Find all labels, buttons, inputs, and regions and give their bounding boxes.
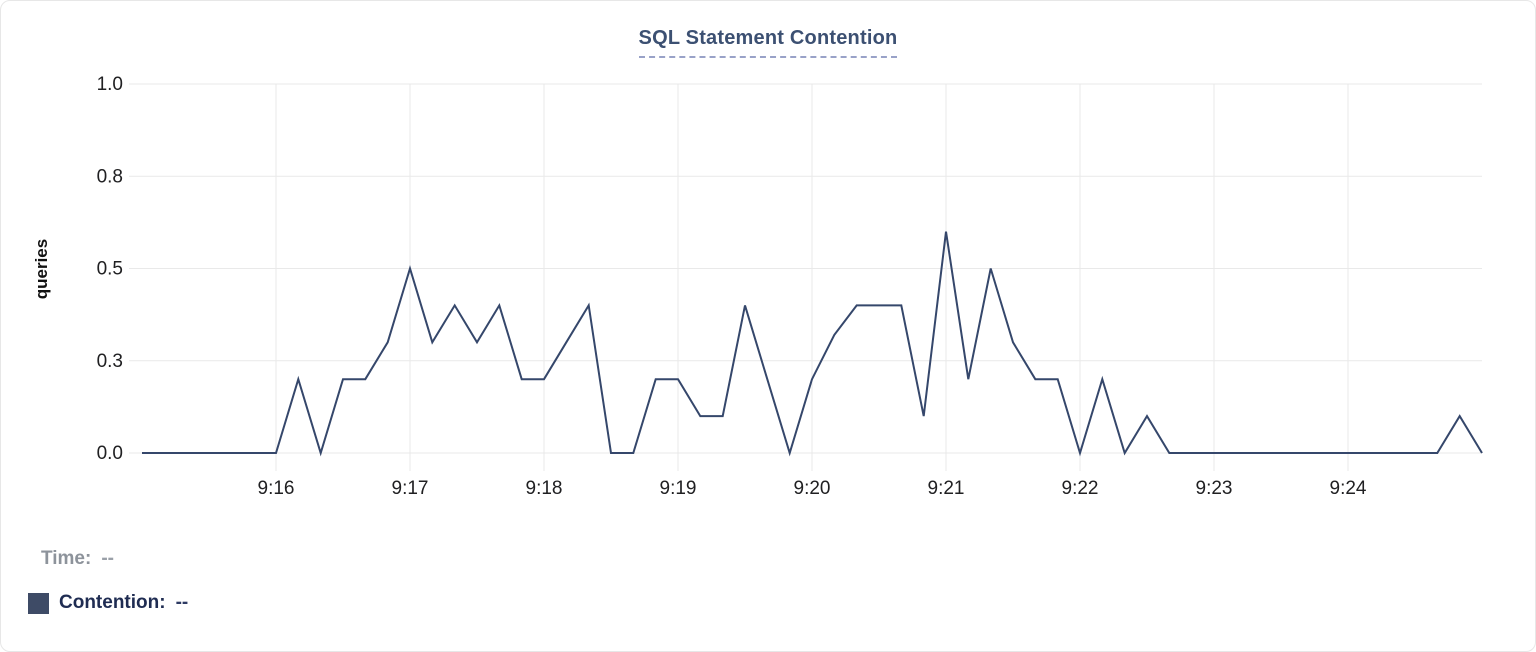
x-tick-label: 9:18	[526, 478, 563, 499]
legend-contention-label: Contention:	[59, 592, 166, 613]
x-tick-label: 9:21	[928, 478, 965, 499]
legend-contention-row[interactable]: Contention: --	[28, 592, 188, 614]
chart-header: SQL Statement Contention	[1, 27, 1535, 58]
x-tick-label: 9:19	[660, 478, 697, 499]
legend-time-row: Time: --	[41, 548, 114, 570]
y-tick-label: 1.0	[97, 74, 123, 95]
x-tick-label: 9:24	[1330, 478, 1367, 499]
y-tick-label: 0.8	[97, 166, 123, 187]
y-tick-label: 0.5	[97, 259, 123, 280]
y-axis-label: queries	[32, 239, 51, 299]
contention-swatch-icon	[28, 592, 49, 614]
x-tick-label: 9:23	[1196, 478, 1233, 499]
x-tick-label: 9:16	[258, 478, 295, 499]
y-tick-label: 0.3	[97, 351, 123, 372]
x-tick-label: 9:17	[392, 478, 429, 499]
x-tick-label: 9:22	[1062, 478, 1099, 499]
legend-time-value: --	[101, 548, 114, 569]
legend-time-label: Time:	[41, 548, 92, 569]
contention-line	[142, 231, 1483, 457]
y-tick-label: 0.0	[97, 443, 123, 464]
x-tick-label: 9:20	[794, 478, 831, 499]
chart-title[interactable]: SQL Statement Contention	[638, 27, 898, 58]
legend-contention-value: --	[175, 592, 189, 613]
